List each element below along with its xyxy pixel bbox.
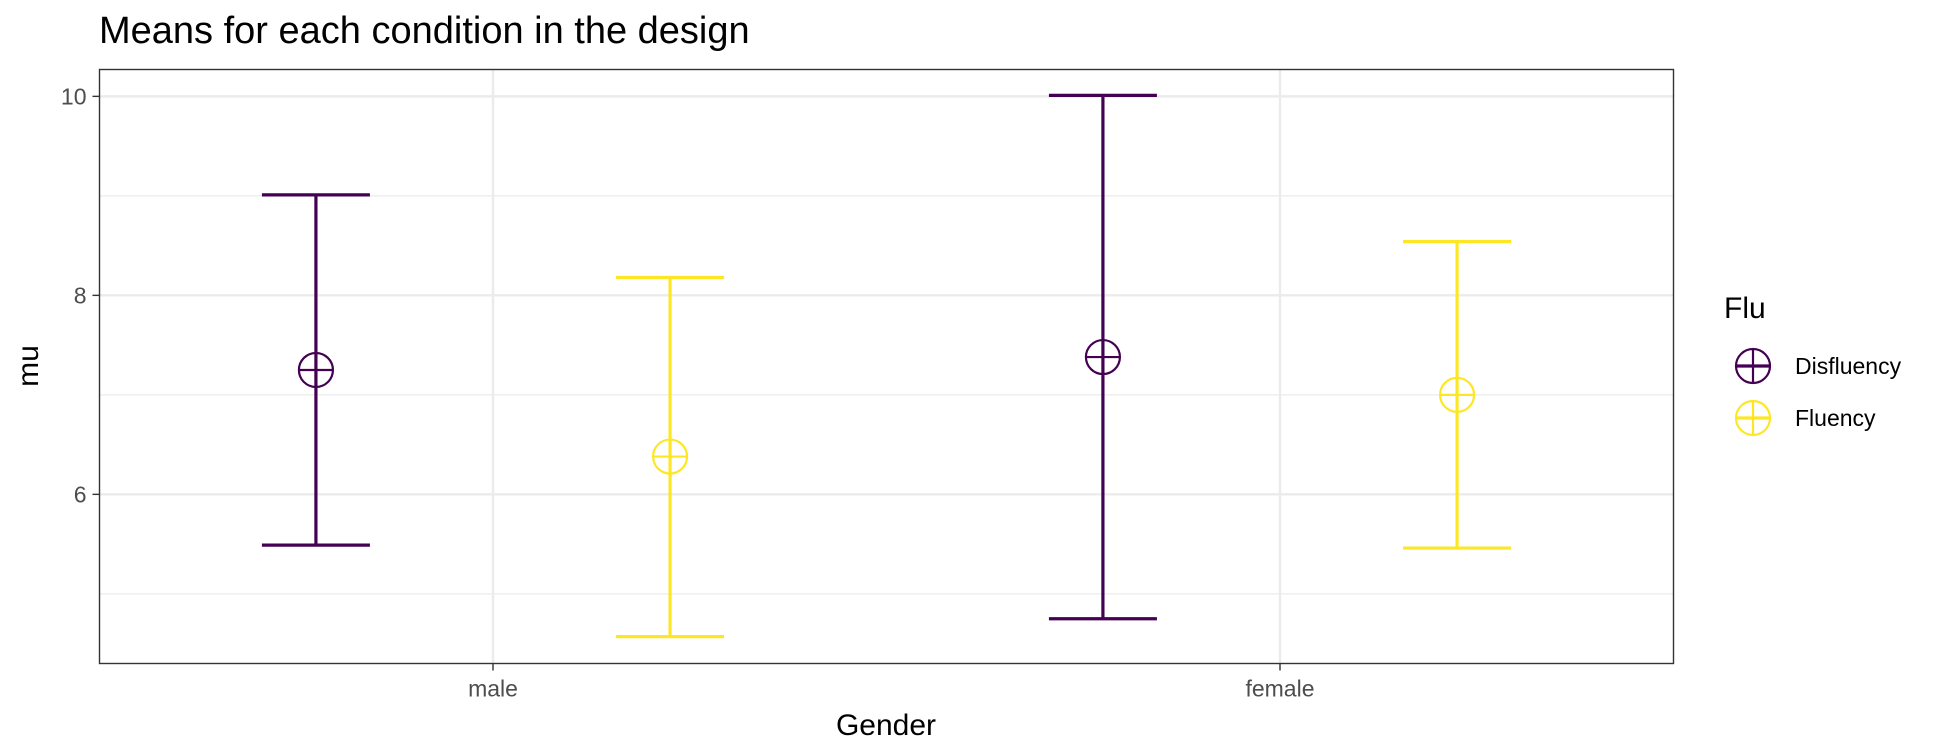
mean-point-fluency-male	[651, 438, 689, 475]
x-tick-label-female: female	[1245, 676, 1314, 702]
legend-items: Disfluency Fluency	[1734, 347, 1902, 437]
grid-major	[99, 69, 1674, 664]
y-tick-label: 10	[61, 83, 87, 109]
x-tick-label-male: male	[468, 676, 518, 702]
errorbar-fluency-male	[616, 275, 725, 639]
marks	[261, 93, 1512, 639]
y-tick-label: 6	[74, 481, 87, 507]
legend-label: Fluency	[1795, 405, 1876, 431]
x-axis: male female	[468, 663, 1315, 702]
legend-item-fluency: Fluency	[1734, 399, 1876, 437]
errorbar-disfluency-female	[1048, 93, 1157, 621]
y-tick-label: 8	[74, 282, 87, 308]
chart-title: Means for each condition in the design	[99, 10, 750, 52]
legend-title: Flu	[1724, 292, 1766, 325]
legend-key-fluency	[1734, 399, 1772, 437]
x-axis-title: Gender	[836, 709, 936, 742]
legend-item-disfluency: Disfluency	[1734, 347, 1902, 385]
legend-key-disfluency	[1734, 347, 1772, 385]
errorbar-fluency-female	[1403, 240, 1512, 550]
mean-point-disfluency-male	[297, 351, 335, 389]
y-axis-title: mu	[12, 345, 45, 387]
plot-border	[98, 68, 1675, 665]
y-axis: 6 8 10	[61, 83, 100, 507]
errorbar-disfluency-male	[261, 193, 370, 547]
legend-label: Disfluency	[1795, 353, 1902, 379]
legend: Flu Disfluency Fluency	[1724, 292, 1902, 437]
mean-point-disfluency-female	[1084, 338, 1122, 376]
plot-panel	[99, 69, 1674, 664]
mean-point-fluency-female	[1438, 376, 1476, 413]
